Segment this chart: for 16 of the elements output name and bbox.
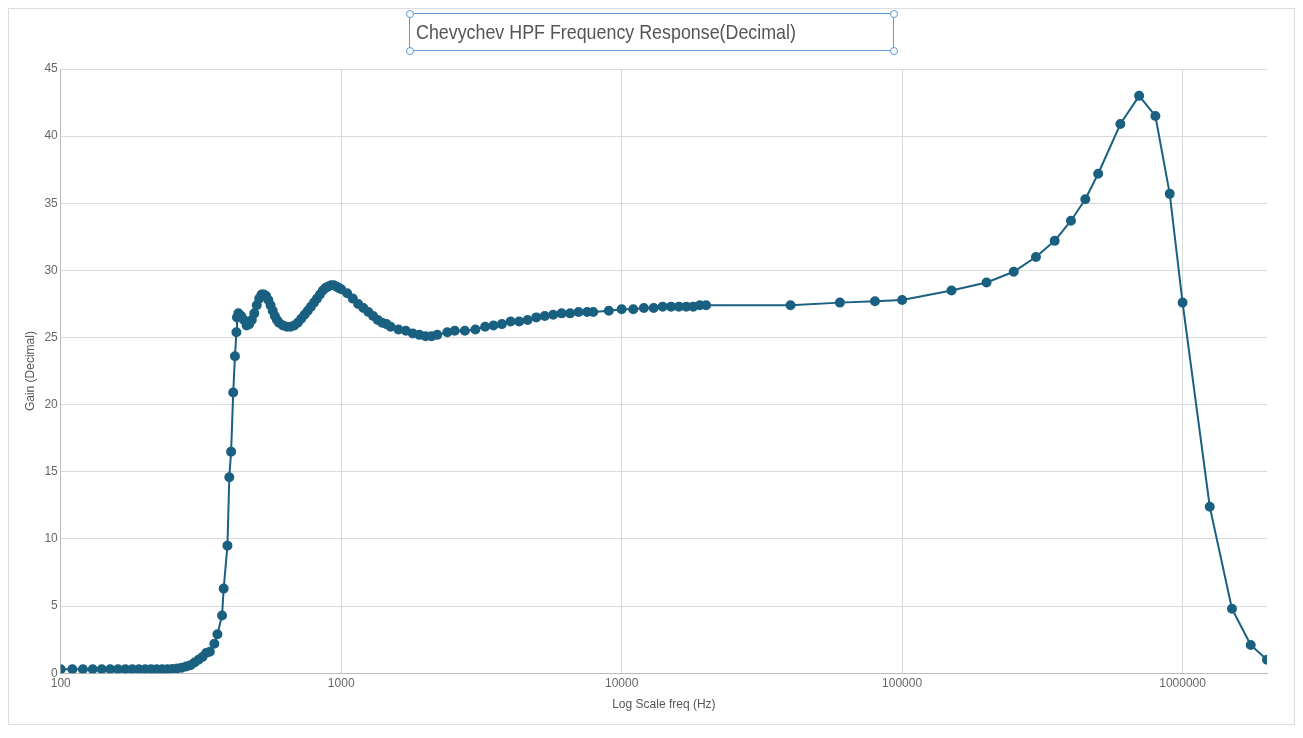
y-tick-label: 35 xyxy=(44,195,59,210)
y-tick-label: 10 xyxy=(44,531,59,546)
x-tick-label: 1000 xyxy=(327,675,355,690)
y-tick-label: 15 xyxy=(44,464,59,479)
y-tick-label: 25 xyxy=(44,329,59,344)
y-tick-label: 40 xyxy=(44,128,59,143)
y-axis-title: Gain (Decimal) xyxy=(22,331,37,412)
chart-title: Chevychev HPF Frequency Response(Decimal) xyxy=(416,20,796,44)
y-tick-label: 30 xyxy=(44,262,59,277)
y-tick-label: 5 xyxy=(51,598,59,613)
y-tick-label: 45 xyxy=(44,61,59,76)
y-tick-label: 20 xyxy=(44,396,59,411)
x-axis-title: Log Scale freq (Hz) xyxy=(612,697,716,712)
x-tick-label: 100000 xyxy=(882,675,923,690)
x-tick-label: 1000000 xyxy=(1159,675,1207,690)
x-tick-label: 10000 xyxy=(604,675,639,690)
